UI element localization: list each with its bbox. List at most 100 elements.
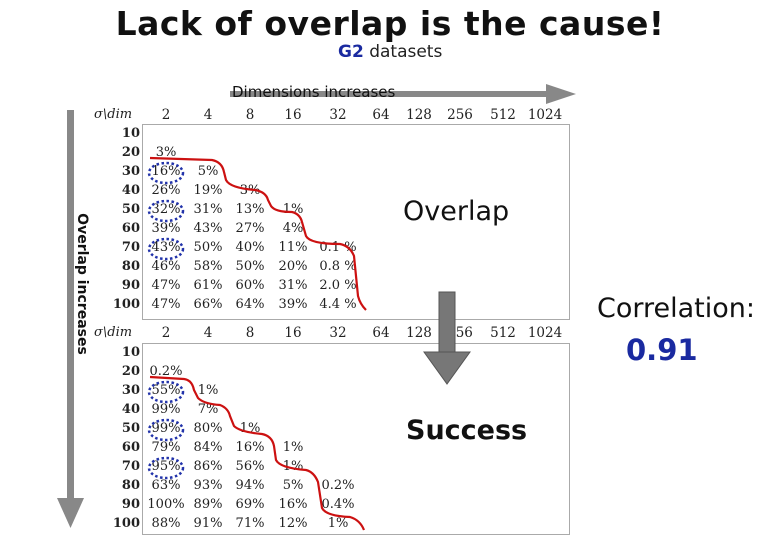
success-cell: 1% <box>327 516 349 531</box>
overlap-dim-header: 512 <box>490 107 516 123</box>
overlap-dim-header: 16 <box>284 107 302 123</box>
overlap-cell: 2.0 % <box>319 278 357 293</box>
overlap-cell: 60% <box>235 278 265 293</box>
overlap-cell: 58% <box>193 259 223 274</box>
success-cell: 80% <box>193 421 223 436</box>
overlap-cell: 43% <box>151 240 181 255</box>
success-cell: 1% <box>282 440 304 455</box>
overlap-cell: 50% <box>235 259 265 274</box>
success-cell: 86% <box>193 459 223 474</box>
success-boundary-curve <box>149 375 366 531</box>
success-cell: 94% <box>235 478 265 493</box>
success-cell: 88% <box>151 516 181 531</box>
success-cell: 16% <box>235 440 265 455</box>
overlap-panel-box <box>142 124 570 320</box>
success-sigma-label: 60 <box>121 440 140 455</box>
overlap-cell: 47% <box>151 278 181 293</box>
success-highlight-circle <box>147 380 185 404</box>
overlap-highlight-circle <box>147 199 185 223</box>
success-cell: 89% <box>193 497 223 512</box>
success-cell: 99% <box>151 421 181 436</box>
overlap-sigma-label: 100 <box>112 297 140 312</box>
success-dim-header: 128 <box>406 325 432 341</box>
overlap-cell: 0.8 % <box>319 259 357 274</box>
overlap-cell: 13% <box>235 202 265 217</box>
overlap-sigma-label: 90 <box>121 278 140 293</box>
subtitle-rest: datasets <box>363 42 443 62</box>
success-cell: 99% <box>151 402 181 417</box>
overlap-cell: 5% <box>197 164 219 179</box>
overlap-dim-header: 64 <box>372 107 390 123</box>
success-sigma-label: 80 <box>121 478 140 493</box>
overlap-dim-header: 128 <box>406 107 432 123</box>
overlap-cell: 3% <box>155 145 177 160</box>
success-cell: 55% <box>151 383 181 398</box>
overlap-dim-header: 256 <box>447 107 473 123</box>
overlap-sigma-label: 30 <box>121 164 140 179</box>
overlap-label: Overlap <box>403 196 510 227</box>
success-highlight-circle <box>147 418 185 442</box>
success-cell: 79% <box>151 440 181 455</box>
success-dim-header: 1024 <box>527 325 563 341</box>
overlap-dim-header: 32 <box>329 107 347 123</box>
success-cell: 0.4% <box>321 497 355 512</box>
success-cell: 93% <box>193 478 223 493</box>
overlap-cell: 19% <box>193 183 223 198</box>
success-cell: 0.2% <box>321 478 355 493</box>
success-cell: 0.2% <box>149 364 183 379</box>
overlap-cell: 4% <box>282 221 304 236</box>
overlap-cell: 20% <box>278 259 308 274</box>
success-cell: 71% <box>235 516 265 531</box>
slide-subtitle: G2 datasets <box>338 42 442 62</box>
success-cell: 12% <box>278 516 308 531</box>
success-cell: 7% <box>197 402 219 417</box>
overlap-cell: 61% <box>193 278 223 293</box>
success-sigma-label: 40 <box>121 402 140 417</box>
overlap-cell: 47% <box>151 297 181 312</box>
overlap-arrow-shaft <box>67 110 74 500</box>
success-corner-header: σ\dim <box>94 325 133 340</box>
overlap-sigma-label: 10 <box>121 126 140 141</box>
success-dim-header: 2 <box>161 325 171 341</box>
overlap-sigma-label: 50 <box>121 202 140 217</box>
overlap-highlight-circle <box>147 161 185 185</box>
success-sigma-label: 30 <box>121 383 140 398</box>
success-cell: 5% <box>282 478 304 493</box>
success-dim-header: 16 <box>284 325 302 341</box>
success-cell: 91% <box>193 516 223 531</box>
transition-arrow-shaft <box>438 291 456 355</box>
success-cell: 84% <box>193 440 223 455</box>
overlap-sigma-label: 60 <box>121 221 140 236</box>
success-label: Success <box>406 415 528 446</box>
overlap-cell: 64% <box>235 297 265 312</box>
overlap-dim-header: 1024 <box>527 107 563 123</box>
overlap-sigma-label: 70 <box>121 240 140 255</box>
success-sigma-label: 50 <box>121 421 140 436</box>
overlap-cell: 1% <box>282 202 304 217</box>
success-dim-header: 32 <box>329 325 347 341</box>
slide-title: Lack of overlap is the cause! <box>115 4 665 43</box>
success-dim-header: 4 <box>203 325 213 341</box>
dimension-axis-label: Dimensions increases <box>232 83 396 101</box>
overlap-cell: 32% <box>151 202 181 217</box>
success-sigma-label: 100 <box>112 516 140 531</box>
correlation-label: Correlation: <box>597 293 755 324</box>
success-dim-header: 8 <box>245 325 255 341</box>
success-sigma-label: 20 <box>121 364 140 379</box>
overlap-cell: 39% <box>278 297 308 312</box>
success-cell: 95% <box>151 459 181 474</box>
success-highlight-circle <box>147 456 185 480</box>
overlap-sigma-label: 80 <box>121 259 140 274</box>
correlation-value: 0.91 <box>626 333 698 367</box>
overlap-cell: 43% <box>193 221 223 236</box>
overlap-cell: 31% <box>193 202 223 217</box>
overlap-dim-header: 2 <box>161 107 171 123</box>
overlap-cell: 66% <box>193 297 223 312</box>
overlap-boundary-curve <box>149 156 367 311</box>
overlap-dim-header: 8 <box>245 107 255 123</box>
overlap-cell: 27% <box>235 221 265 236</box>
overlap-highlight-circle <box>147 237 185 261</box>
success-panel-box <box>142 343 570 535</box>
overlap-cell: 31% <box>278 278 308 293</box>
